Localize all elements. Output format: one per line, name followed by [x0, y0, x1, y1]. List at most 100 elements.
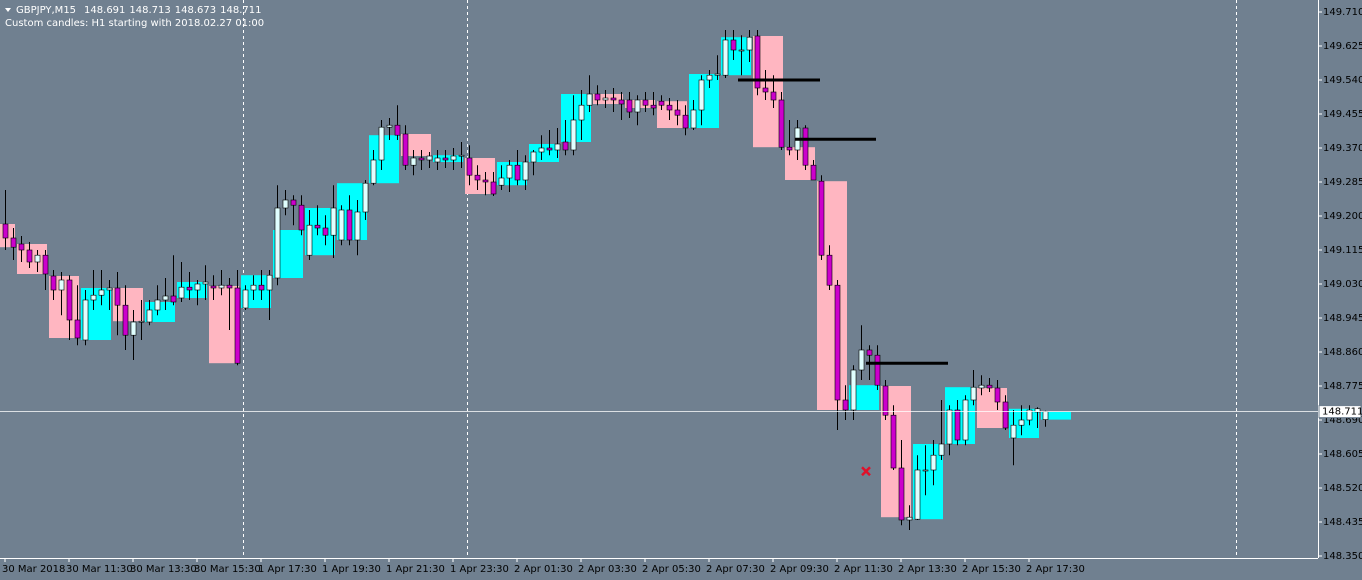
plot-area [0, 0, 1237, 558]
candle-body [994, 387, 1001, 403]
menu-triangle [5, 8, 11, 12]
x-tick-label: 2 Apr 15:30 [962, 564, 1021, 575]
candle-body [730, 39, 737, 51]
candle-body [106, 287, 113, 291]
candle-body [186, 286, 193, 291]
candle-body [250, 284, 257, 291]
x-tick-label: 2 Apr 11:30 [834, 564, 893, 575]
candle-body [242, 289, 249, 309]
ohlc-low: 148.673 [175, 5, 216, 16]
candle-body [10, 237, 17, 248]
candle-body [898, 467, 905, 521]
candle-body [954, 409, 961, 441]
candle-body [74, 319, 81, 339]
y-tick-label: 149.285 [1323, 177, 1362, 188]
candle-body [114, 287, 121, 306]
candle-body [370, 159, 377, 184]
candle-body [722, 39, 729, 76]
candle-body [658, 100, 665, 106]
h1-box [401, 134, 431, 156]
candle-body [1018, 419, 1025, 426]
candle-body [770, 91, 777, 101]
h1-box [1041, 411, 1071, 420]
x-tick-label: 2 Apr 09:30 [770, 564, 829, 575]
candle-body [786, 146, 793, 151]
candle-body [66, 279, 73, 321]
candle-body [394, 124, 401, 136]
candle-body [602, 97, 609, 101]
x-tick-label: 1 Apr 19:30 [322, 564, 381, 575]
x-tick-label: 30 Mar 11:30 [66, 564, 133, 575]
candle-body [34, 254, 41, 263]
candle-body [874, 354, 881, 386]
candle-body [122, 304, 129, 336]
signal-marker [861, 466, 871, 477]
candle-body [1042, 411, 1049, 420]
candle-body [426, 155, 433, 161]
candle-body [594, 93, 601, 101]
candle-body [386, 124, 393, 128]
x-tick-label: 30 Mar 15:30 [194, 564, 261, 575]
y-tick-label: 149.710 [1323, 7, 1362, 18]
candle-body [322, 227, 329, 236]
candle-body [482, 179, 489, 183]
candle-body [586, 93, 593, 106]
y-tick-label: 148.520 [1323, 483, 1362, 494]
x-tick-label: 2 Apr 01:30 [514, 564, 573, 575]
x-tick-label: 1 Apr 21:30 [386, 564, 445, 575]
y-tick-label: 148.775 [1323, 381, 1362, 392]
candle-body [402, 133, 409, 166]
candle-body [162, 295, 169, 301]
candle-body [850, 369, 857, 411]
h1-box [145, 302, 175, 322]
candle-body [906, 516, 913, 521]
x-tick-label: 30 Mar 2018 [2, 564, 65, 575]
candle-body [314, 224, 321, 229]
y-tick-label: 148.435 [1323, 517, 1362, 528]
candle-body [98, 289, 105, 296]
candle-body [842, 399, 849, 411]
ohlc-open: 148.691 [84, 5, 125, 16]
candle-body [650, 104, 657, 109]
candle-body [434, 157, 441, 163]
candle-body [450, 155, 457, 161]
candle-body [490, 181, 497, 195]
candle-body [338, 209, 345, 241]
candle-body [914, 469, 921, 520]
candle-body [690, 109, 697, 129]
y-tick-label: 149.115 [1323, 245, 1362, 256]
candle-body [930, 454, 937, 471]
header: GBPJPY,M15 148.691 148.713 148.673 148.711 C… [5, 5, 264, 29]
x-tick-label: 2 Apr 05:30 [642, 564, 701, 575]
candle-body [498, 177, 505, 186]
candle-body [354, 211, 361, 241]
candle-body [714, 73, 721, 76]
candle-body [962, 399, 969, 441]
candle-body [226, 284, 233, 289]
candle-body [1010, 424, 1017, 439]
candle-body [178, 286, 185, 299]
x-tick-label: 1 Apr 17:30 [258, 564, 317, 575]
candle-body [282, 199, 289, 209]
price-label-box [1318, 405, 1362, 419]
price-label: 148.711 [1322, 407, 1362, 418]
candle-body [618, 99, 625, 105]
candle-body [466, 157, 473, 176]
candle-body [474, 174, 481, 181]
candle-body [50, 275, 57, 291]
candle-body [146, 309, 153, 323]
candle-body [698, 79, 705, 111]
candle-body [378, 126, 385, 161]
candle-body [458, 154, 465, 157]
candle-body [826, 254, 833, 286]
candle-body [90, 294, 97, 301]
candle-body [130, 321, 137, 336]
candle-body [58, 279, 65, 291]
candle-body [170, 295, 177, 303]
candle-body [882, 385, 889, 416]
candle-body [410, 157, 417, 166]
y-tick-label: 149.540 [1323, 75, 1362, 86]
candle-body [578, 104, 585, 121]
candle-body [274, 207, 281, 279]
